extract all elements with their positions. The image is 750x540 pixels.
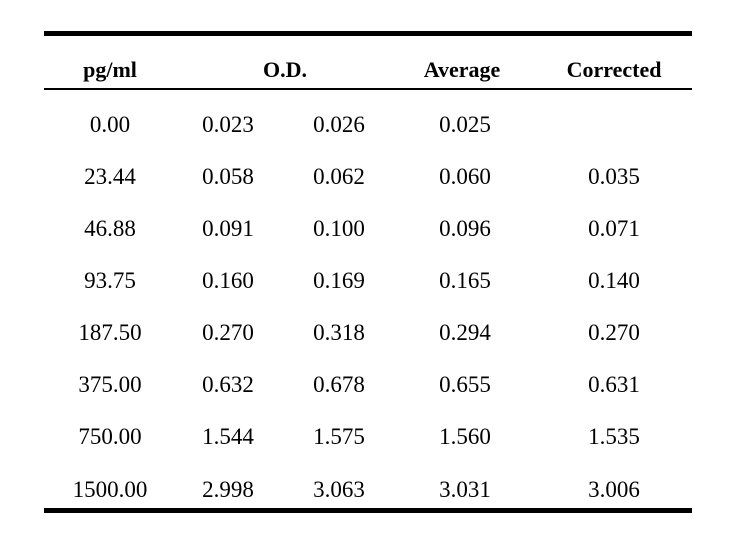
cell-average: 0.025 bbox=[439, 112, 491, 137]
cell-pgml: 46.88 bbox=[84, 216, 136, 241]
header-pgml: pg/ml bbox=[83, 57, 137, 82]
cell-od2: 0.318 bbox=[313, 320, 365, 345]
cell-average: 3.031 bbox=[439, 477, 491, 502]
cell-corrected: 0.270 bbox=[588, 320, 640, 345]
cell-average: 0.655 bbox=[439, 372, 491, 397]
cell-od1: 1.544 bbox=[202, 424, 254, 449]
cell-pgml: 187.50 bbox=[78, 320, 142, 345]
cell-od1: 0.632 bbox=[202, 372, 254, 397]
table-bottom-rule bbox=[44, 508, 692, 513]
cell-od1: 0.091 bbox=[202, 216, 254, 241]
cell-pgml: 750.00 bbox=[78, 424, 142, 449]
cell-od2: 0.026 bbox=[313, 112, 365, 137]
header-od: O.D. bbox=[263, 57, 307, 82]
cell-corrected: 0.631 bbox=[588, 372, 640, 397]
cell-pgml: 23.44 bbox=[84, 164, 136, 189]
cell-corrected: 0.140 bbox=[588, 268, 640, 293]
cell-corrected: 0.035 bbox=[588, 164, 640, 189]
cell-od2: 1.575 bbox=[313, 424, 365, 449]
cell-od1: 0.058 bbox=[202, 164, 254, 189]
cell-od1: 0.023 bbox=[202, 112, 254, 137]
table-top-rule bbox=[44, 31, 692, 36]
cell-od1: 2.998 bbox=[202, 477, 254, 502]
cell-average: 0.096 bbox=[439, 216, 491, 241]
cell-pgml: 1500.00 bbox=[72, 477, 148, 502]
cell-od2: 0.678 bbox=[313, 372, 365, 397]
header-corrected: Corrected bbox=[566, 57, 662, 82]
cell-pgml: 0.00 bbox=[89, 112, 131, 137]
cell-od1: 0.270 bbox=[202, 320, 254, 345]
cell-od2: 0.169 bbox=[313, 268, 365, 293]
cell-average: 1.560 bbox=[439, 424, 491, 449]
header-rule bbox=[44, 88, 692, 90]
cell-corrected: 0.071 bbox=[588, 216, 640, 241]
cell-average: 0.294 bbox=[439, 320, 491, 345]
cell-average: 0.060 bbox=[439, 164, 491, 189]
cell-corrected: 1.535 bbox=[588, 424, 640, 449]
cell-od2: 0.100 bbox=[313, 216, 365, 241]
cell-average: 0.165 bbox=[439, 268, 491, 293]
cell-corrected: 3.006 bbox=[588, 477, 640, 502]
cell-od1: 0.160 bbox=[202, 268, 254, 293]
cell-od2: 3.063 bbox=[313, 477, 365, 502]
cell-pgml: 375.00 bbox=[78, 372, 142, 397]
cell-od2: 0.062 bbox=[313, 164, 365, 189]
header-average: Average bbox=[423, 57, 501, 82]
cell-pgml: 93.75 bbox=[84, 268, 136, 293]
